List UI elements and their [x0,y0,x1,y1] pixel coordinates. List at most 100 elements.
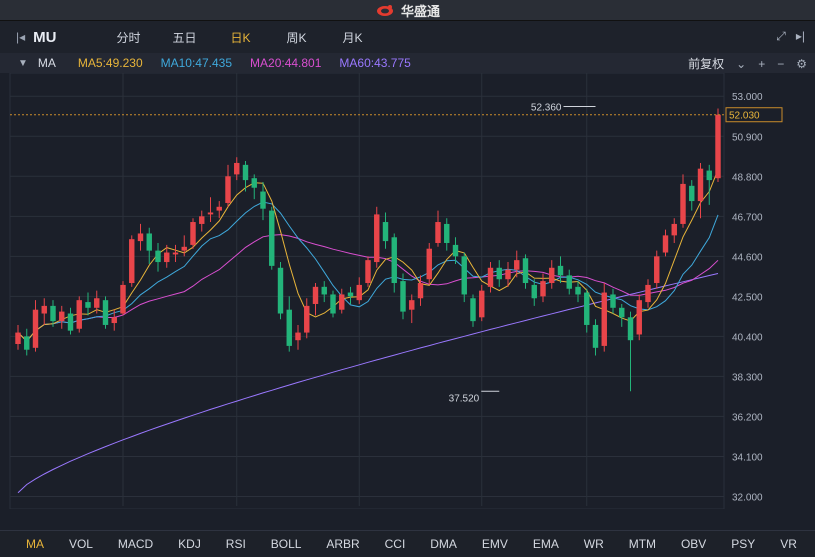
candle-body [566,275,572,289]
candle-body [172,252,179,255]
tab-ma[interactable]: MA [26,537,44,551]
candle-body [67,313,74,331]
candle-body [15,332,21,345]
adjust-chevron-icon[interactable]: ⌄ [736,56,747,71]
tab-monthly-k[interactable]: 月K [342,30,363,45]
ma5-value: MA5:49.230 [77,56,143,70]
candle-body [330,294,336,314]
candle-body [435,222,441,243]
candle-body [374,214,380,263]
exit-panel-icon[interactable]: ▸| [795,29,805,43]
candle-body [286,309,292,346]
candle-body [260,191,266,209]
tab-kdj[interactable]: KDJ [178,537,201,551]
candle-body [654,256,660,284]
tab-vr[interactable]: VR [780,537,797,551]
candle-body [339,294,345,310]
tab-mtm[interactable]: MTM [628,537,657,551]
candle-body [575,286,581,295]
candle-body [102,300,109,325]
add-indicator-icon[interactable]: + [758,56,766,71]
tab-five-day[interactable]: 五日 [172,30,197,45]
candle-body [199,216,205,224]
low-annotation-label: 37.520 [449,393,480,404]
candle-body [234,162,240,175]
candle-body [146,233,152,251]
expand-icon[interactable]: ⤢ [776,29,786,43]
candle-body [680,183,686,224]
candle-body [277,267,284,314]
candle-body [601,292,607,346]
candle-body [470,298,476,322]
candle-body [645,284,651,303]
candle-body [452,244,459,257]
gear-icon[interactable]: ⚙ [796,56,807,71]
ma60-value: MA60:43.775 [339,56,411,70]
candle-body [619,307,625,318]
tab-cci[interactable]: CCI [384,537,406,551]
candle-body [706,170,712,181]
app-brand: 华盛通 [375,1,440,20]
chevron-down-icon[interactable]: ▼ [18,57,28,69]
remove-indicator-icon[interactable]: − [777,56,785,71]
indicator-name[interactable]: MA [37,56,56,70]
candle-body [111,317,117,324]
y-tick-label: 53.000 [732,92,763,103]
candle-body [461,256,467,295]
candle-body [365,260,371,284]
adjust-select[interactable]: 前复权 [688,57,725,71]
tab-boll[interactable]: BOLL [270,537,302,551]
tab-daily-k[interactable]: 日K [230,30,251,45]
candle-body [356,284,362,301]
candle-body [496,267,502,280]
candle-body [382,222,389,242]
y-tick-label: 38.300 [732,372,763,383]
tab-ema[interactable]: EMA [532,537,559,551]
candle-body [321,286,327,295]
candle-body [269,210,275,266]
tab-weekly-k[interactable]: 周K [286,30,307,45]
y-tick-label: 46.700 [732,212,763,223]
candle-body [24,336,30,350]
y-tick-label: 48.800 [732,172,763,183]
period-tabs: 分时 五日 日K 周K 月K [100,29,380,46]
candle-body [549,267,555,284]
candle-body [85,302,91,308]
candle-body [715,114,721,179]
kline-chart[interactable]: 53.000 50.900 48.800 46.700 44.600 42.500 40.4… [0,72,815,528]
tab-rsi[interactable]: RSI [225,537,246,551]
candle-body [400,281,406,312]
candle-body [487,267,494,287]
candle-body [181,246,187,251]
tab-obv[interactable]: OBV [680,537,707,551]
y-tick-label: 40.400 [732,332,763,343]
candle-body [295,332,301,341]
ticker-symbol: MU [33,28,57,46]
candle-body [531,284,537,299]
candle-body [216,206,222,211]
candle-body [479,290,485,318]
tab-arbr[interactable]: ARBR [326,537,360,551]
tab-emv[interactable]: EMV [481,537,508,551]
y-tick-label: 36.200 [732,412,763,423]
candle-body [697,168,704,202]
ma20-value: MA20:44.801 [250,56,322,70]
candle-body [592,324,599,348]
tab-vol[interactable]: VOL [68,537,93,551]
current-price-box [725,107,783,123]
candle-body [59,311,65,322]
candle-body [41,305,47,314]
indicator-bar: ▼ MA MA5:49.230 MA10:47.435 MA20:44.801 … [0,53,815,73]
ma5-line [17,169,719,342]
candle-body [32,309,39,348]
tab-psy[interactable]: PSY [731,537,756,551]
tab-wr[interactable]: WR [583,537,604,551]
collapse-panel-icon[interactable]: |◂ [16,30,26,44]
tab-macd[interactable]: MACD [117,537,154,551]
candle-body [627,317,634,341]
tab-intraday[interactable]: 分时 [116,30,141,45]
app-name: 华盛通 [400,3,440,19]
candle-body [312,286,319,304]
tab-dma[interactable]: DMA [430,537,457,551]
ma10-line [17,201,719,342]
